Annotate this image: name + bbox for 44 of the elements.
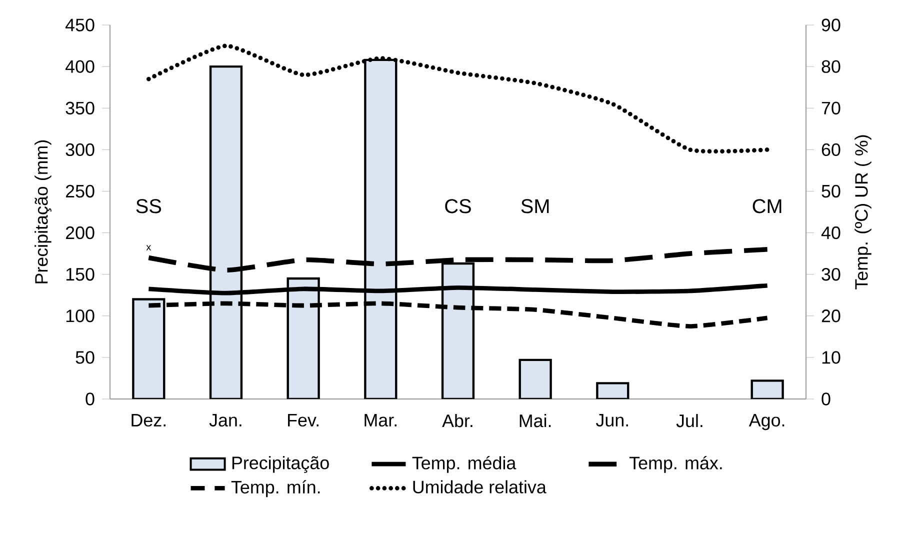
y2-tick-label: 20	[822, 310, 840, 322]
y2-tick-label: 90	[822, 18, 840, 32]
legend-label: Umidade relativa	[413, 480, 546, 494]
x-tick-label: Jul.	[676, 414, 702, 428]
y-tick-label: 450	[65, 18, 94, 32]
x-tick-label: Fev.	[288, 414, 318, 427]
y2-tick-label: 40	[821, 226, 840, 240]
x-tick-label: Mai.	[520, 414, 551, 428]
y-tick-label: 350	[66, 102, 94, 114]
annotation: x	[146, 245, 152, 250]
y2-tick-label: 50	[822, 184, 840, 198]
y2-tick-label: 10	[822, 351, 840, 364]
annotation: SS	[136, 199, 162, 214]
x-tick-label: Abr.	[442, 414, 472, 428]
legend-label: Temp. máx.	[629, 456, 722, 473]
y2-tick-label: 30	[822, 268, 840, 281]
bar	[518, 358, 552, 399]
y-tick-label: 150	[66, 268, 94, 281]
x-tick-label: Dez.	[132, 414, 166, 427]
bar	[596, 382, 630, 399]
annotation: SM	[521, 199, 549, 214]
annotation: CS	[445, 199, 471, 214]
legend-label: Precipitação	[232, 456, 329, 473]
y2-axis-title: Temp. (ºC) UR ( %)	[854, 135, 872, 290]
y-tick-label: 400	[65, 60, 94, 73]
x-tick-label: Ago.	[748, 414, 784, 430]
y2-tick-label: 0	[822, 392, 830, 406]
x-tick-label: Mar.	[364, 414, 396, 427]
legend-label: Temp. mín.	[231, 480, 320, 498]
x-tick-label: Jun.	[596, 414, 628, 427]
x-tick-label: Jan.	[209, 414, 242, 427]
y-tick-label: 50	[76, 351, 94, 364]
y2-tick-label: 70	[822, 102, 840, 114]
y-tick-label: 100	[66, 310, 94, 322]
bar	[750, 380, 784, 399]
y2-tick-label: 60	[822, 143, 840, 156]
y-tick-label: 200	[66, 226, 94, 240]
y-tick-label: 250	[66, 184, 94, 198]
y-tick-label: 0	[86, 392, 94, 406]
annotation: CM	[752, 199, 782, 214]
y-tick-label: 300	[66, 143, 94, 156]
y-axis-title: Precipitação (mm)	[34, 140, 52, 284]
legend-label: Temp. média	[412, 456, 516, 473]
y2-tick-label: 80	[822, 60, 840, 73]
